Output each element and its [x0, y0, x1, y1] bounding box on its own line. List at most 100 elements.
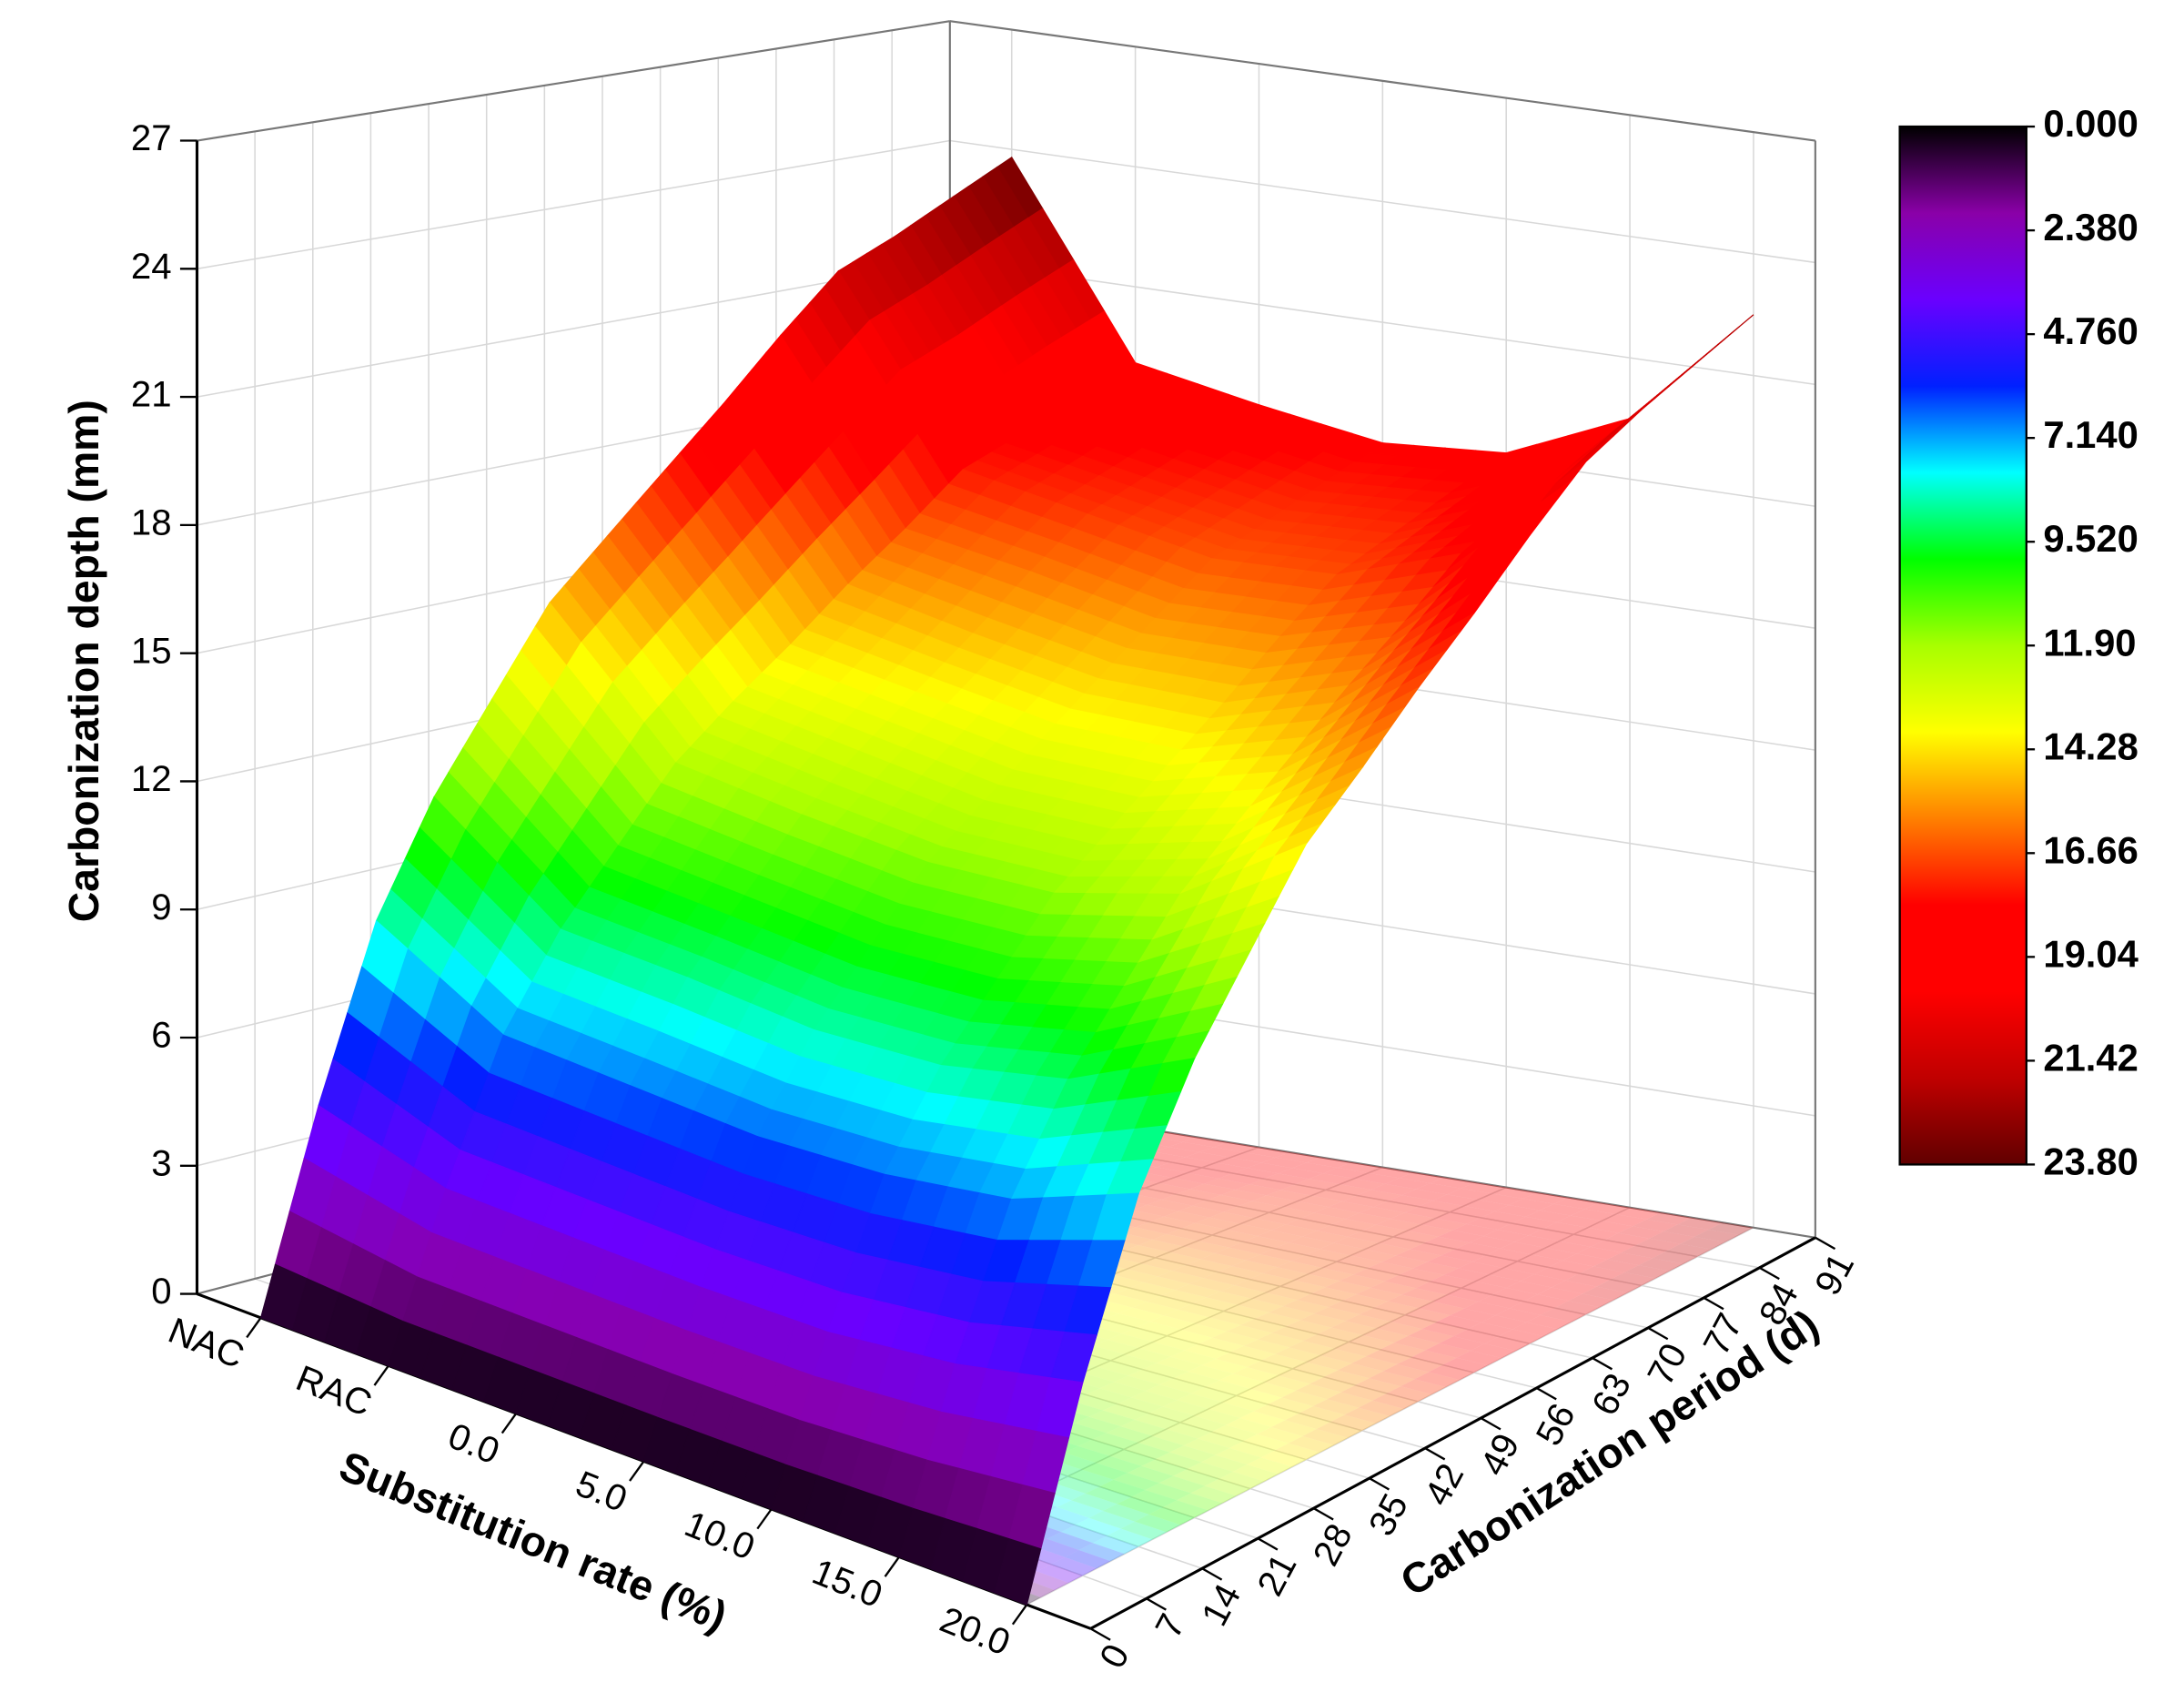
floor-projection [1340, 1384, 1387, 1401]
floor-projection [1138, 1239, 1184, 1252]
floor-projection [1349, 1334, 1395, 1350]
floor-projection [1127, 1263, 1173, 1277]
floor-projection [1351, 1356, 1398, 1372]
colorbar-label: 21.42 [2043, 1036, 2138, 1079]
floor-projection [1200, 1253, 1247, 1267]
floor-projection [1327, 1392, 1373, 1408]
floor-projection [1130, 1188, 1177, 1200]
floor-projection [1142, 1167, 1188, 1179]
floor-projection [1596, 1279, 1643, 1293]
floor-projection [1169, 1445, 1216, 1463]
floor-projection [1113, 1375, 1160, 1392]
floor-projection [1260, 1353, 1307, 1369]
floor-projection [1209, 1311, 1256, 1325]
floor-projection [1205, 1380, 1251, 1396]
floor-projection [1085, 1388, 1132, 1404]
floor-projection [1308, 1267, 1354, 1282]
floor-projection [1078, 1543, 1125, 1562]
floor-projection [1509, 1199, 1554, 1211]
floor-projection [1155, 1452, 1201, 1470]
floor-projection [1408, 1329, 1454, 1343]
floor-projection [1103, 1504, 1149, 1522]
tick-mark [373, 1364, 389, 1386]
floor-projection [1604, 1232, 1650, 1246]
floor-projection [1584, 1202, 1631, 1215]
floor-projection [1362, 1328, 1409, 1343]
floor-projection [1251, 1195, 1298, 1207]
floor-projection [1141, 1459, 1188, 1476]
floor-projection [1428, 1364, 1474, 1381]
floor-projection [1309, 1173, 1355, 1185]
x-tick-label: RAC [290, 1357, 378, 1424]
floor-projection [1201, 1162, 1248, 1174]
floor-projection [1369, 1371, 1415, 1387]
floor-projection [1269, 1306, 1315, 1321]
floor-projection [1235, 1184, 1281, 1196]
z-tick-label: 15 [131, 630, 172, 671]
floor-projection [1322, 1262, 1369, 1275]
floor-projection [1677, 1217, 1723, 1231]
floor-projection [1071, 1394, 1117, 1411]
tick-mark [500, 1413, 518, 1434]
floor-projection [1050, 1556, 1097, 1576]
colorbar-label: 19.04 [2043, 932, 2138, 975]
floor-projection [1204, 1478, 1251, 1496]
floor-projection [1053, 1475, 1100, 1494]
floor-projection [1081, 1463, 1128, 1480]
floor-projection [1201, 1358, 1248, 1374]
floor-projection [1138, 1435, 1184, 1453]
floor-projection [1184, 1343, 1230, 1359]
floor-projection [1414, 1372, 1461, 1388]
floor-projection [1306, 1355, 1352, 1371]
floor-projection [1491, 1187, 1538, 1200]
floor-projection [1275, 1151, 1321, 1163]
floor-projection [1286, 1320, 1332, 1334]
tick-mark [1424, 1447, 1446, 1461]
floor-projection [1425, 1343, 1471, 1358]
floor-projection [1432, 1294, 1479, 1309]
floor-projection [1551, 1280, 1597, 1294]
floor-projection [1271, 1224, 1318, 1237]
floor-projection [1130, 1490, 1178, 1508]
floor-projection [1194, 1409, 1240, 1425]
colorbar-label: 4.760 [2043, 309, 2138, 352]
floor-projection [1258, 1332, 1304, 1348]
floor-projection [1373, 1301, 1420, 1315]
floor-projection [1458, 1262, 1504, 1275]
floor-projection [1140, 1257, 1187, 1272]
floor-projection [1694, 1230, 1740, 1242]
tick-mark [1647, 1326, 1669, 1341]
floor-projection [1275, 1347, 1321, 1363]
floor-projection [1489, 1268, 1535, 1282]
floor-projection [1268, 1397, 1314, 1413]
floor-projection [1633, 1219, 1678, 1232]
floor-projection [1110, 1354, 1157, 1370]
floor-projection [1359, 1207, 1405, 1219]
floor-projection [1366, 1349, 1411, 1364]
floor-projection [1615, 1207, 1662, 1220]
floor-projection [1253, 1403, 1299, 1421]
floor-projection [1562, 1253, 1608, 1267]
floor-projection [1337, 1161, 1383, 1173]
floor-projection [1186, 1259, 1232, 1272]
floor-projection [1288, 1236, 1334, 1250]
floor-projection [1419, 1302, 1465, 1316]
floor-projection [1410, 1350, 1457, 1365]
grid-line [197, 259, 950, 398]
floor-projection [1531, 1247, 1577, 1261]
floor-projection [1264, 1375, 1310, 1391]
floor-projection [1107, 1333, 1154, 1349]
floor-projection [1624, 1265, 1670, 1279]
floor-projection [1274, 1242, 1320, 1255]
floor-projection [1075, 1416, 1121, 1434]
floor-projection [1383, 1363, 1429, 1380]
floor-projection [1170, 1157, 1217, 1168]
floor-projection [1189, 1183, 1236, 1195]
floor-projection [1131, 1391, 1178, 1407]
floor-projection [1314, 1207, 1360, 1220]
floor-projection [1646, 1212, 1692, 1225]
floor-projection [1209, 1211, 1255, 1224]
z-axis-title: Carbonization depth (mm) [60, 400, 107, 922]
floor-projection [1244, 1147, 1290, 1158]
floor-projection [1117, 1496, 1163, 1515]
